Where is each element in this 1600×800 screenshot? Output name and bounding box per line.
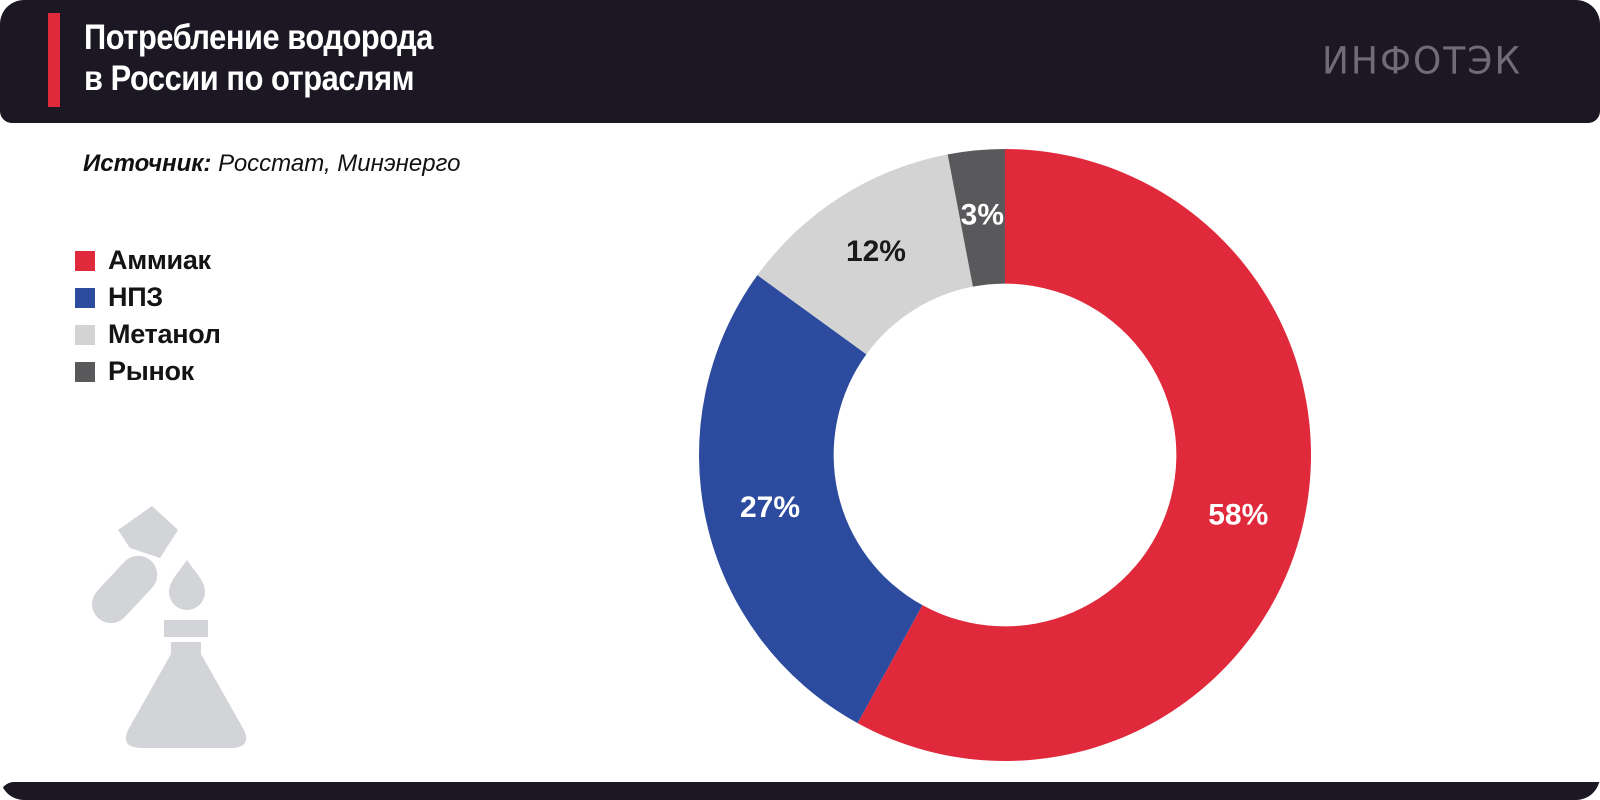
page-title: Потребление водорода в России по отраслям: [84, 17, 433, 99]
legend-swatch: [75, 250, 95, 271]
donut-chart: 58% 27% 12% 3%: [695, 145, 1315, 765]
legend-label: НПЗ: [108, 282, 163, 312]
page-title-line2: в России по отраслям: [84, 59, 415, 98]
source-value: Росстат, Минэнерго: [218, 150, 461, 177]
slice-value-label: 3%: [961, 199, 1004, 232]
legend-item: Рынок: [75, 353, 221, 390]
accent-bar: [48, 13, 60, 107]
chemistry-flask-icon: [80, 500, 250, 755]
donut-slice-2: [757, 154, 973, 355]
legend-label: Рынок: [108, 356, 194, 386]
header: Потребление водорода в России по отраслям…: [0, 0, 1600, 123]
footer-bar: [0, 782, 1600, 800]
legend-swatch: [75, 287, 95, 308]
source-label: Источник:: [83, 150, 212, 177]
legend-swatch: [75, 324, 95, 345]
page-title-line1: Потребление водорода: [84, 18, 433, 57]
source-note: Источник: Росстат, Минэнерго: [83, 150, 460, 178]
legend-swatch: [75, 361, 95, 382]
legend-label: Метанол: [108, 319, 221, 349]
donut-slice-3: [947, 149, 1005, 287]
slice-value-label: 27%: [740, 491, 800, 524]
legend-item: НПЗ: [75, 279, 221, 316]
donut-slice-1: [698, 275, 923, 724]
slice-value-label: 58%: [1208, 498, 1268, 531]
legend-label: Аммиак: [108, 245, 211, 275]
infotek-logo: ИНФОТЭК: [1321, 40, 1522, 84]
legend-item: Аммиак: [75, 242, 221, 279]
legend: Аммиак НПЗ Метанол Рынок: [75, 242, 221, 390]
donut-slice-0: [857, 149, 1311, 761]
slice-value-label: 12%: [846, 235, 906, 268]
legend-item: Метанол: [75, 316, 221, 353]
